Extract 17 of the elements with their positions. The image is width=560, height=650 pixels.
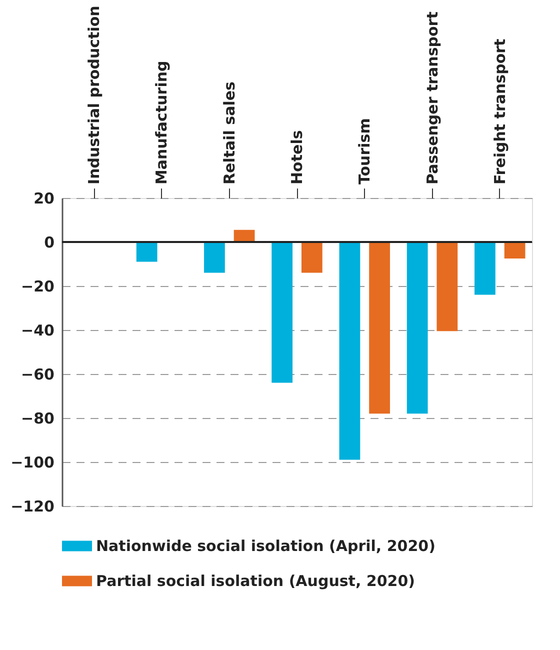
- y-tick-label: −20: [21, 278, 54, 296]
- y-tick-label: 0: [44, 234, 54, 252]
- y-tick-label: −120: [10, 498, 54, 516]
- x-tick-label: Industrial production: [85, 6, 104, 184]
- x-tick-label: Reltail sales: [220, 81, 238, 184]
- y-tick-label: −60: [21, 366, 54, 384]
- y-tick-label: −40: [21, 322, 54, 340]
- legend-label: Nationwide social isolation (April, 2020): [96, 537, 436, 555]
- x-tick-label: Tourism: [356, 118, 374, 184]
- y-tick-label: −80: [21, 410, 54, 428]
- x-tick-label: Freight transport: [490, 38, 509, 184]
- x-tick-label: Manufacturing: [152, 60, 171, 184]
- x-tick-label: Hotels: [288, 130, 306, 184]
- y-tick-label: 20: [34, 190, 54, 208]
- legend-label: Partial social isolation (August, 2020): [96, 572, 415, 590]
- y-tick-label: −100: [10, 454, 54, 472]
- x-tick-label: Passenger transport: [423, 12, 442, 184]
